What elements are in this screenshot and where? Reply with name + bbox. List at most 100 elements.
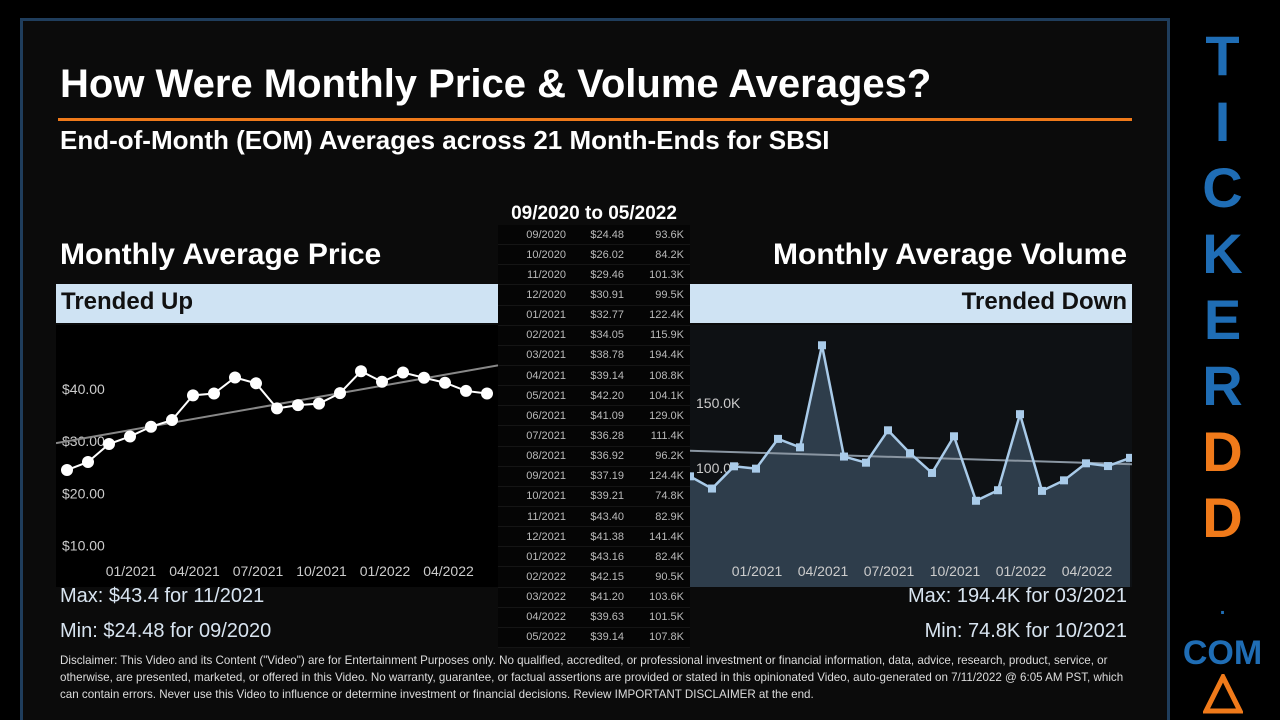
price-point (208, 387, 220, 400)
price-cell: $43.40 (590, 510, 624, 523)
volume-point (1104, 462, 1112, 471)
price-cell: $39.63 (590, 611, 624, 624)
table-row: 12/2020 $30.91 99.5K (498, 285, 690, 306)
volume-cell: 101.5K (649, 611, 684, 624)
price-cell: $43.16 (590, 550, 624, 563)
volume-cell: 93.6K (655, 228, 684, 241)
table-row: 11/2020 $29.46 101.3K (498, 265, 690, 286)
month-cell: 11/2021 (527, 510, 566, 523)
price-cell: $38.78 (590, 349, 624, 362)
volume-cell: 104.1K (649, 389, 684, 402)
x-tick-label: 07/2021 (864, 563, 915, 579)
logo-letter: I (1214, 90, 1231, 153)
volume-point (1126, 453, 1132, 462)
price-heading: Monthly Average Price (60, 238, 382, 271)
x-tick-label: 04/2021 (798, 563, 849, 579)
volume-cell: 90.5K (655, 570, 684, 583)
page-subtitle: End-of-Month (EOM) Averages across 21 Mo… (60, 125, 830, 155)
price-cell: $42.15 (590, 570, 624, 583)
price-cell: $29.46 (590, 268, 624, 281)
volume-cell: 124.4K (649, 470, 684, 483)
table-row: 03/2022 $41.20 103.6K (498, 588, 690, 608)
volume-max: Max: 194.4K for 03/2021 (907, 585, 1127, 607)
volume-cell: 115.9K (649, 329, 684, 342)
price-min: Min: $24.48 for 09/2020 (60, 620, 272, 642)
volume-point (862, 458, 870, 467)
table-row: 10/2020 $26.02 84.2K (498, 245, 690, 266)
volume-cell: 194.4K (649, 349, 684, 362)
price-cell: $41.09 (590, 409, 624, 422)
page-title: How Were Monthly Price & Volume Averages… (60, 62, 932, 106)
month-cell: 03/2021 (526, 349, 566, 362)
volume-point (730, 462, 738, 471)
month-cell: 05/2021 (526, 389, 566, 402)
x-tick-label: 10/2021 (296, 563, 347, 579)
volume-point (950, 432, 958, 441)
price-point (418, 371, 430, 384)
volume-point (840, 452, 848, 461)
month-cell: 07/2021 (526, 429, 566, 442)
month-cell: 04/2021 (526, 369, 566, 382)
price-point (124, 430, 136, 443)
price-cell: $30.91 (590, 288, 624, 301)
price-point (376, 375, 388, 388)
table-row: 11/2021 $43.40 82.9K (498, 507, 690, 528)
price-cell: $24.48 (590, 228, 624, 241)
y-tick-label: $20.00 (62, 485, 105, 501)
warning-triangle-icon (1203, 674, 1243, 714)
price-point (82, 455, 94, 468)
volume-point (818, 341, 826, 350)
logo-letter: C (1202, 156, 1243, 219)
volume-cell: 107.8K (649, 631, 684, 644)
title-divider (58, 118, 1132, 121)
y-tick-label: $10.00 (62, 538, 105, 554)
x-tick-label: 01/2021 (106, 563, 157, 579)
x-tick-label: 01/2022 (996, 563, 1047, 579)
table-row: 12/2021 $41.38 141.4K (498, 527, 690, 548)
price-point (187, 389, 199, 402)
table-row: 06/2021 $41.09 129.0K (498, 406, 690, 427)
volume-cell: 141.4K (649, 530, 684, 543)
volume-cell: 99.5K (655, 288, 684, 301)
table-row: 02/2022 $42.15 90.5K (498, 567, 690, 588)
price-cell: $42.20 (590, 389, 624, 402)
price-point (103, 438, 115, 451)
y-tick-label: 150.0K (696, 395, 741, 411)
table-row: 05/2021 $42.20 104.1K (498, 386, 690, 407)
trend-line (690, 449, 1132, 466)
price-point (439, 376, 451, 389)
month-cell: 02/2022 (526, 570, 566, 583)
table-row: 09/2020 $24.48 93.6K (498, 225, 690, 246)
price-cell: $36.28 (590, 429, 624, 442)
x-tick-label: 01/2021 (732, 563, 783, 579)
plot-bg (56, 325, 498, 587)
date-range: 09/2020 to 05/2022 (511, 203, 677, 224)
volume-trend-label: Trended Down (690, 284, 1132, 323)
month-cell: 06/2021 (526, 409, 566, 422)
logo-com: COM (1182, 634, 1263, 672)
price-cell: $34.05 (590, 329, 624, 342)
month-cell: 10/2020 (526, 248, 566, 261)
price-cell: $37.19 (590, 470, 624, 483)
price-cell: $32.77 (590, 309, 624, 322)
table-row: 10/2021 $39.21 74.8K (498, 487, 690, 507)
volume-cell: 82.9K (655, 510, 684, 523)
volume-point (884, 426, 892, 435)
volume-point (1038, 486, 1046, 495)
volume-min: Min: 74.8K for 10/2021 (924, 620, 1127, 642)
volume-cell: 122.4K (649, 309, 684, 322)
table-row: 05/2022 $39.14 107.8K (498, 628, 690, 648)
volume-point (1060, 476, 1068, 485)
volume-cell: 101.3K (649, 268, 684, 281)
volume-area (690, 345, 1130, 587)
x-tick-label: 07/2021 (233, 563, 284, 579)
logo-letter: E (1203, 288, 1242, 351)
price-point (250, 377, 262, 390)
month-cell: 02/2021 (526, 329, 566, 342)
disclaimer: Disclaimer: This Video and its Content (… (60, 654, 1124, 701)
month-cell: 12/2021 (526, 530, 566, 543)
data-table: 09/2020 $24.48 93.6K 10/2020 $26.02 84.2K 11/2… (498, 225, 690, 648)
volume-point (1082, 459, 1090, 468)
volume-chart: 150.0K100.0K50.0K01/202104/202107/202110… (690, 325, 1132, 587)
